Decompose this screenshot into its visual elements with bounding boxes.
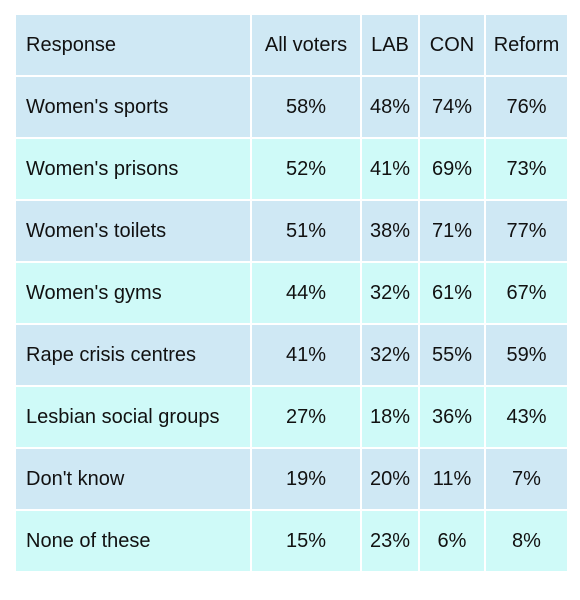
cell-reform: 7% — [484, 447, 569, 511]
cell-all-voters: 41% — [250, 323, 362, 387]
cell-all-voters: 19% — [250, 447, 362, 511]
table-row: Rape crisis centres 41% 32% 55% 59% — [14, 323, 569, 387]
cell-reform: 43% — [484, 385, 569, 449]
cell-all-voters: 27% — [250, 385, 362, 449]
column-header-con: CON — [418, 13, 486, 77]
row-label: Don't know — [14, 447, 252, 511]
row-label: Women's toilets — [14, 199, 252, 263]
cell-lab: 32% — [360, 323, 420, 387]
cell-lab: 32% — [360, 261, 420, 325]
cell-all-voters: 15% — [250, 509, 362, 573]
table-row: Women's prisons 52% 41% 69% 73% — [14, 137, 569, 201]
row-label: None of these — [14, 509, 252, 573]
table-header: Response All voters LAB CON Reform — [14, 13, 569, 77]
row-label: Women's gyms — [14, 261, 252, 325]
cell-con: 61% — [418, 261, 486, 325]
column-header-response: Response — [14, 13, 252, 77]
cell-reform: 67% — [484, 261, 569, 325]
cell-reform: 76% — [484, 75, 569, 139]
cell-reform: 59% — [484, 323, 569, 387]
cell-lab: 23% — [360, 509, 420, 573]
cell-all-voters: 58% — [250, 75, 362, 139]
cell-con: 6% — [418, 509, 486, 573]
cell-lab: 18% — [360, 385, 420, 449]
cell-con: 69% — [418, 137, 486, 201]
table-row: Don't know 19% 20% 11% 7% — [14, 447, 569, 511]
cell-reform: 73% — [484, 137, 569, 201]
cell-reform: 77% — [484, 199, 569, 263]
cell-lab: 38% — [360, 199, 420, 263]
table-body: Women's sports 58% 48% 74% 76% Women's p… — [14, 75, 569, 573]
cell-con: 36% — [418, 385, 486, 449]
column-header-reform: Reform — [484, 13, 569, 77]
results-table: Response All voters LAB CON Reform Women… — [14, 13, 569, 573]
header-row: Response All voters LAB CON Reform — [14, 13, 569, 77]
cell-con: 55% — [418, 323, 486, 387]
table-row: Women's gyms 44% 32% 61% 67% — [14, 261, 569, 325]
cell-con: 11% — [418, 447, 486, 511]
row-label: Lesbian social groups — [14, 385, 252, 449]
row-label: Rape crisis centres — [14, 323, 252, 387]
cell-con: 74% — [418, 75, 486, 139]
column-header-all-voters: All voters — [250, 13, 362, 77]
cell-all-voters: 51% — [250, 199, 362, 263]
column-header-lab: LAB — [360, 13, 420, 77]
cell-con: 71% — [418, 199, 486, 263]
cell-all-voters: 44% — [250, 261, 362, 325]
table-row: Women's sports 58% 48% 74% 76% — [14, 75, 569, 139]
cell-all-voters: 52% — [250, 137, 362, 201]
table-row: None of these 15% 23% 6% 8% — [14, 509, 569, 573]
cell-lab: 41% — [360, 137, 420, 201]
cell-reform: 8% — [484, 509, 569, 573]
cell-lab: 20% — [360, 447, 420, 511]
table-row: Lesbian social groups 27% 18% 36% 43% — [14, 385, 569, 449]
row-label: Women's prisons — [14, 137, 252, 201]
cell-lab: 48% — [360, 75, 420, 139]
results-table-container: Response All voters LAB CON Reform Women… — [14, 13, 569, 573]
row-label: Women's sports — [14, 75, 252, 139]
table-row: Women's toilets 51% 38% 71% 77% — [14, 199, 569, 263]
